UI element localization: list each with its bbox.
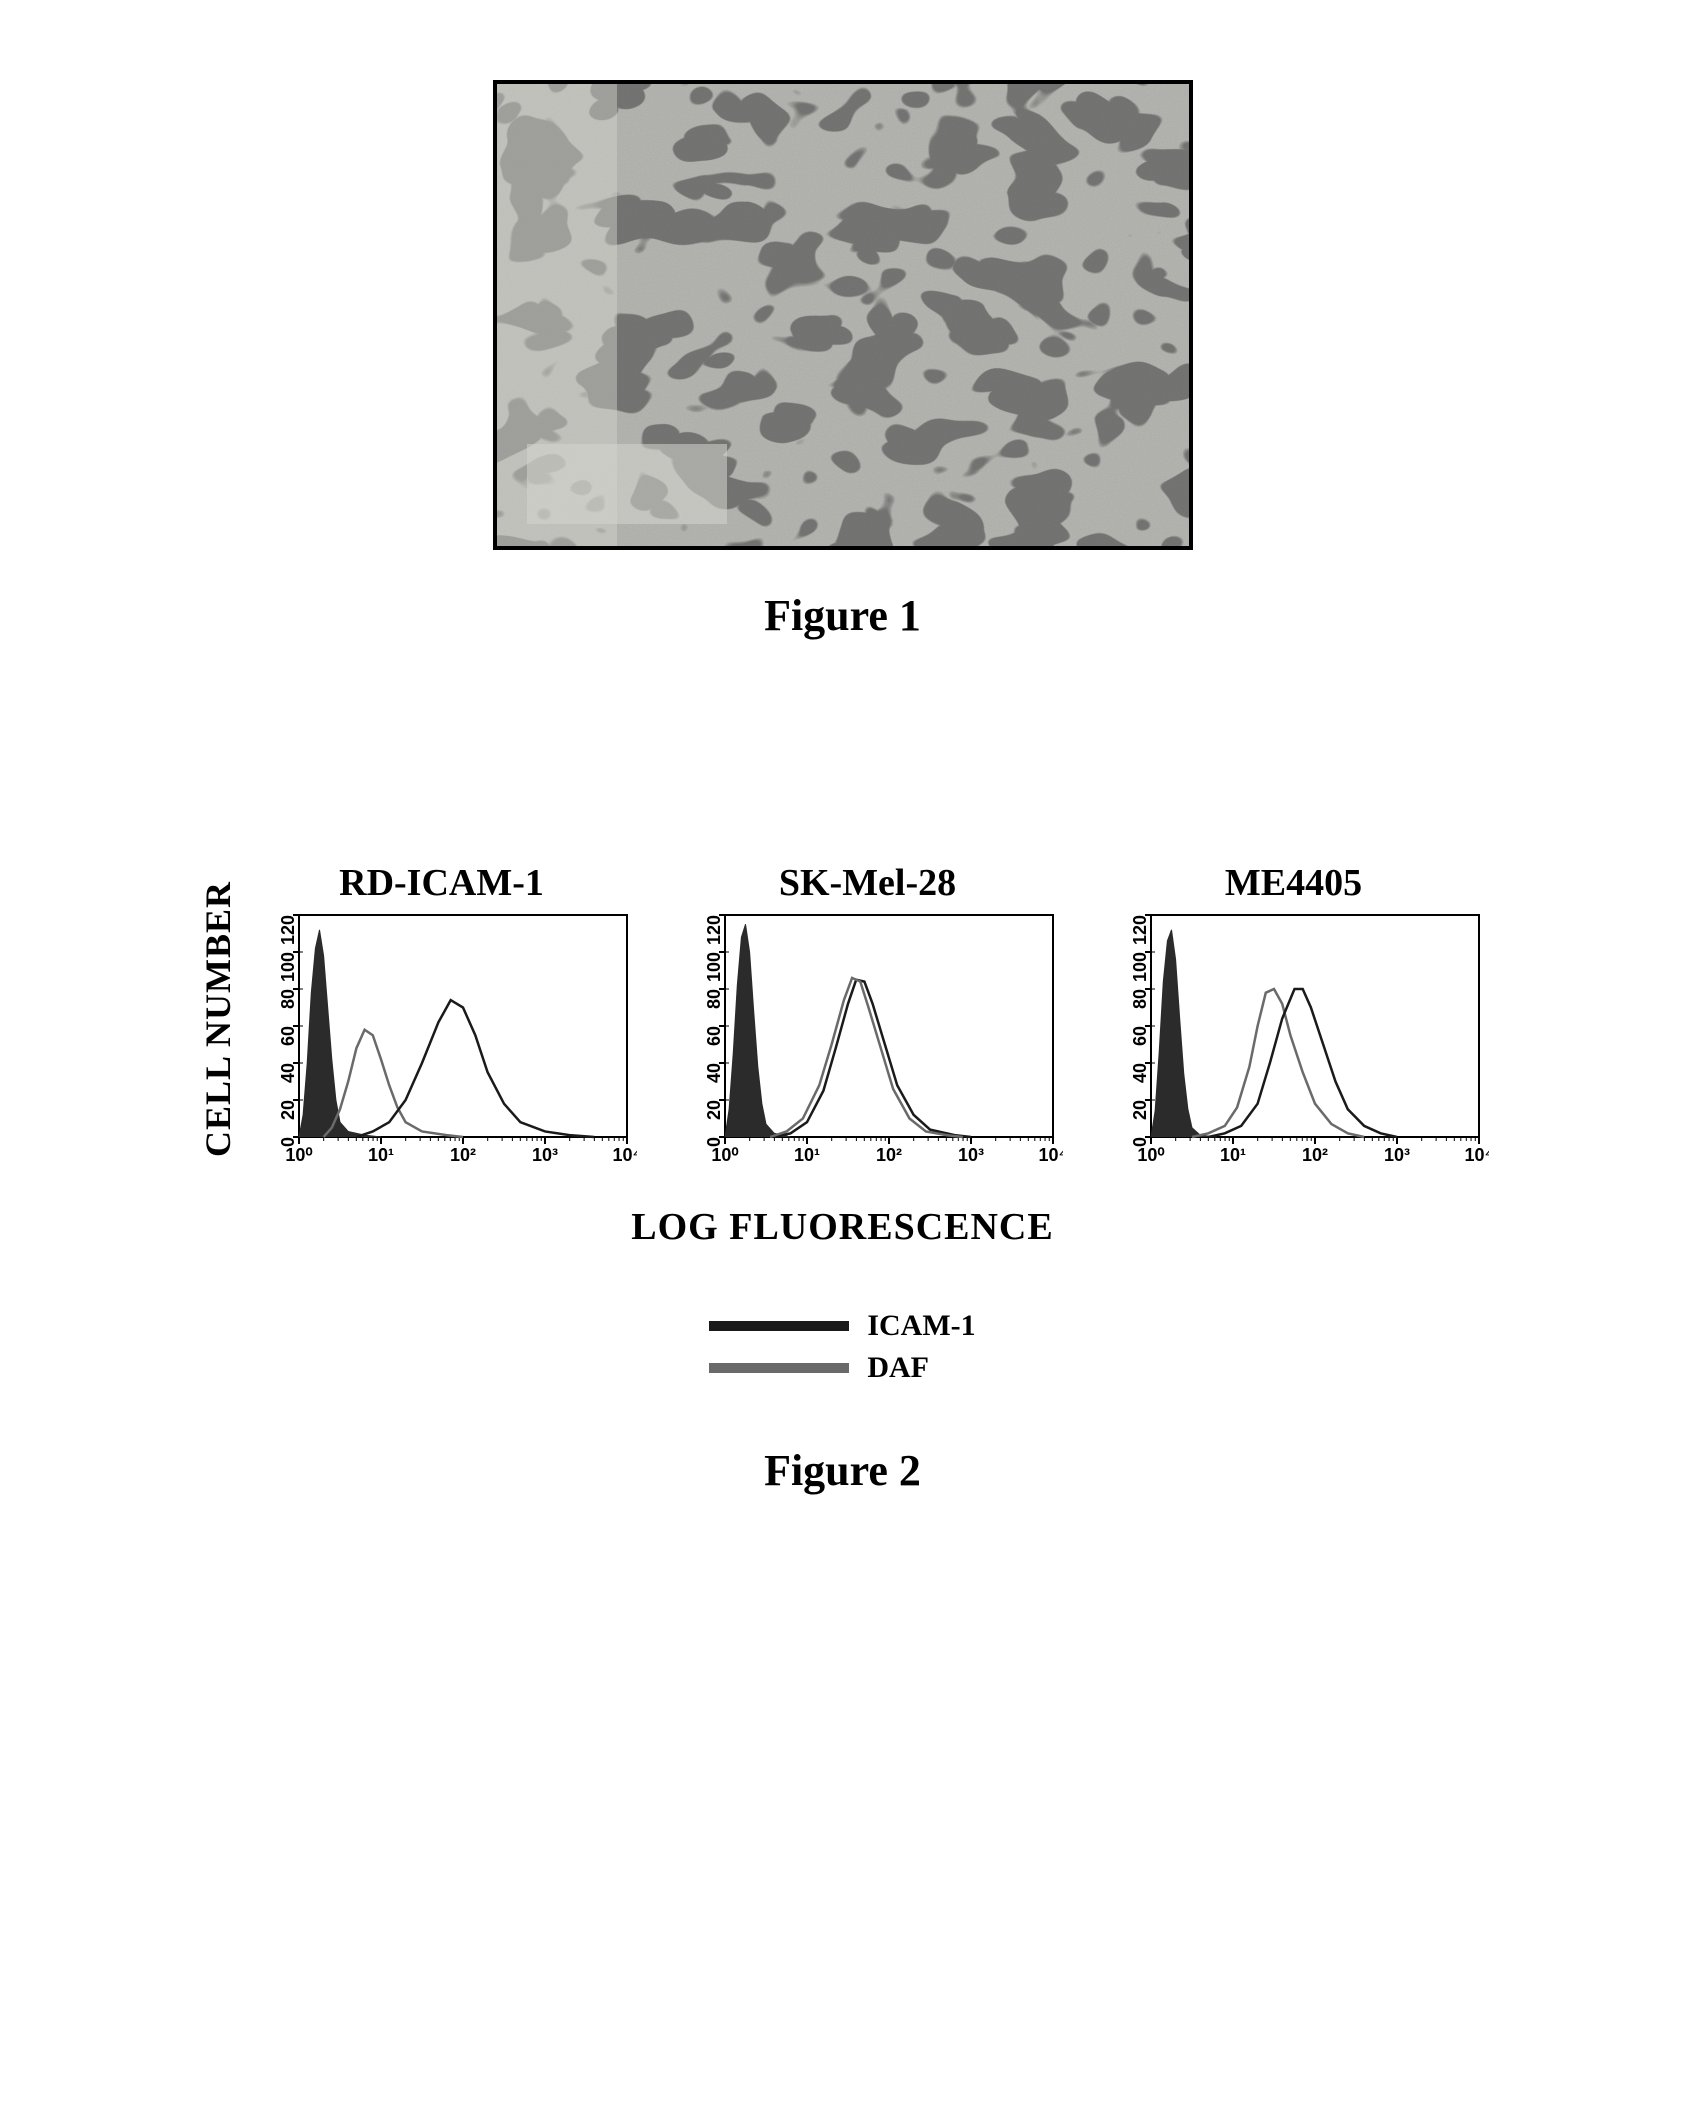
svg-text:10²: 10² (449, 1145, 475, 1165)
svg-text:10⁰: 10⁰ (285, 1145, 312, 1165)
svg-text:10¹: 10¹ (1219, 1145, 1245, 1165)
svg-text:10⁰: 10⁰ (711, 1145, 738, 1165)
panel-title: RD-ICAM-1 (339, 861, 544, 905)
legend-label: ICAM-1 (867, 1309, 975, 1343)
svg-text:10¹: 10¹ (367, 1145, 393, 1165)
svg-text:40: 40 (703, 1063, 723, 1083)
svg-text:100: 100 (703, 952, 723, 982)
legend: ICAM-1 DAF (709, 1309, 975, 1385)
svg-text:10⁴: 10⁴ (1038, 1145, 1062, 1165)
legend-swatch (709, 1321, 849, 1331)
svg-text:120: 120 (277, 915, 297, 945)
svg-text:20: 20 (277, 1100, 297, 1120)
svg-text:10³: 10³ (957, 1145, 983, 1165)
figure1-caption: Figure 1 (764, 590, 921, 641)
histogram-svg: 02040608010012010⁰10¹10²10³10⁴ (1099, 907, 1489, 1177)
histogram-panel: SK-Mel-2802040608010012010⁰10¹10²10³10⁴ (673, 861, 1063, 1177)
panel-title: ME4405 (1225, 861, 1362, 905)
legend-row: DAF (709, 1351, 975, 1385)
svg-text:10³: 10³ (1383, 1145, 1409, 1165)
svg-text:10⁴: 10⁴ (612, 1145, 636, 1165)
panels-container: RD-ICAM-102040608010012010⁰10¹10²10³10⁴S… (247, 861, 1489, 1177)
spacer (40, 681, 1645, 861)
svg-text:100: 100 (277, 952, 297, 982)
figure2-caption: Figure 2 (764, 1445, 921, 1496)
svg-text:60: 60 (1129, 1026, 1149, 1046)
svg-text:80: 80 (277, 989, 297, 1009)
svg-text:100: 100 (1129, 952, 1149, 982)
svg-text:10⁰: 10⁰ (1137, 1145, 1164, 1165)
legend-label: DAF (867, 1351, 929, 1385)
histogram-panel: ME440502040608010012010⁰10¹10²10³10⁴ (1099, 861, 1489, 1177)
histogram-svg: 02040608010012010⁰10¹10²10³10⁴ (247, 907, 637, 1177)
svg-text:40: 40 (1129, 1063, 1149, 1083)
svg-text:120: 120 (703, 915, 723, 945)
svg-text:60: 60 (703, 1026, 723, 1046)
figure1-micrograph (493, 80, 1193, 550)
legend-swatch (709, 1363, 849, 1373)
histogram-svg: 02040608010012010⁰10¹10²10³10⁴ (673, 907, 1063, 1177)
page: Figure 1 CELL NUMBER RD-ICAM-10204060801… (40, 40, 1645, 1536)
svg-text:10⁴: 10⁴ (1464, 1145, 1488, 1165)
svg-text:40: 40 (277, 1063, 297, 1083)
svg-text:20: 20 (1129, 1100, 1149, 1120)
svg-text:120: 120 (1129, 915, 1149, 945)
svg-text:60: 60 (277, 1026, 297, 1046)
x-axis-label: LOG FLUORESCENCE (631, 1205, 1053, 1249)
svg-text:80: 80 (703, 989, 723, 1009)
figure2-block: CELL NUMBER RD-ICAM-102040608010012010⁰1… (40, 861, 1645, 1385)
svg-text:10²: 10² (875, 1145, 901, 1165)
svg-text:20: 20 (703, 1100, 723, 1120)
histogram-panel: RD-ICAM-102040608010012010⁰10¹10²10³10⁴ (247, 861, 637, 1177)
y-axis-label: CELL NUMBER (197, 881, 239, 1157)
svg-text:10¹: 10¹ (793, 1145, 819, 1165)
svg-text:80: 80 (1129, 989, 1149, 1009)
panel-title: SK-Mel-28 (779, 861, 956, 905)
svg-text:10³: 10³ (531, 1145, 557, 1165)
svg-text:10²: 10² (1301, 1145, 1327, 1165)
histogram-row: CELL NUMBER RD-ICAM-102040608010012010⁰1… (197, 861, 1489, 1177)
legend-row: ICAM-1 (709, 1309, 975, 1343)
micrograph-svg (497, 84, 1193, 550)
